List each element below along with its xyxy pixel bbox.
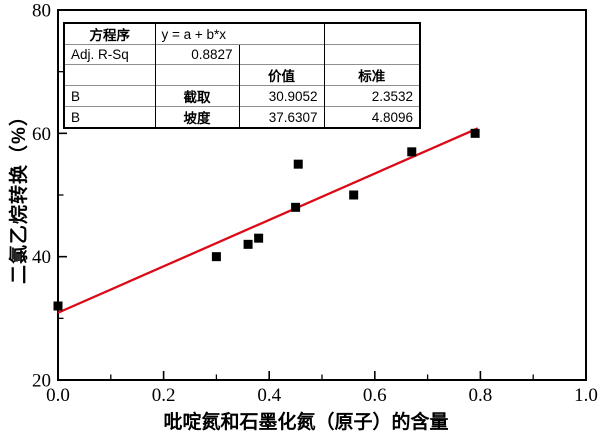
regression-table-row: 方程序 y = a + b*x [64, 23, 420, 45]
y-tick-label: 40 [32, 247, 51, 268]
x-tick-label: 0.6 [363, 385, 387, 406]
regression-table-cell [238, 44, 324, 65]
regression-table-cell: 4.8096 [323, 106, 420, 128]
scatter-point [293, 159, 303, 169]
regression-stats-body: 方程序 y = a + b*x Adj. R-Sq 0.8827 价值 标准 B 截取 30.9… [64, 23, 420, 128]
regression-table-cell: 37.6307 [238, 106, 324, 128]
regression-table-cell: 30.9052 [238, 85, 324, 107]
regression-table-row: 价值 标准 [64, 64, 420, 86]
x-tick-label: 1.0 [574, 385, 598, 406]
regression-table-cell [323, 23, 420, 45]
regression-table-cell [64, 64, 155, 86]
regression-table-cell: 2.3532 [323, 85, 420, 107]
regression-stats-table: 方程序 y = a + b*x Adj. R-Sq 0.8827 价值 标准 B 截取 30.9… [63, 22, 421, 129]
fit-line [57, 127, 479, 314]
regression-table-cell: 坡度 [154, 106, 239, 128]
scatter-point [349, 190, 359, 200]
x-tick-label: 0.0 [46, 385, 70, 406]
scatter-point [470, 128, 480, 138]
regression-table-cell: 截取 [154, 85, 239, 107]
x-axis-title: 吡啶氮和石墨化氮（原子）的含量 [163, 412, 449, 433]
plot-box [57, 9, 587, 381]
x-tick-label: 0.2 [152, 385, 176, 406]
scatter-point [407, 147, 417, 157]
regression-table-cell: B [64, 106, 155, 128]
y-tick-label: 20 [32, 371, 51, 392]
regression-table-cell: 标准 [323, 64, 420, 86]
scatter-point [254, 233, 264, 243]
regression-table-row: B 截取 30.9052 2.3532 [64, 85, 420, 107]
regression-table-cell [323, 44, 420, 65]
regression-table-row: Adj. R-Sq 0.8827 [64, 44, 420, 65]
regression-table-cell: B [64, 85, 155, 107]
scatter-point [291, 202, 301, 212]
scatter-point [211, 252, 221, 262]
y-tick-label: 80 [32, 1, 51, 22]
regression-table-cell [154, 64, 239, 86]
regression-table-cell: y = a + b*x [154, 23, 324, 45]
regression-table-cell: Adj. R-Sq [64, 44, 155, 65]
scatter-point [243, 239, 253, 249]
y-tick-label: 60 [32, 124, 51, 145]
scatter-point [53, 301, 63, 311]
regression-table-cell: 方程序 [89, 28, 131, 43]
regression-table-row: B 坡度 37.6307 4.8096 [64, 106, 420, 128]
y-axis-title: 二氯乙烷转换（%） [9, 106, 30, 284]
x-tick-label: 0.8 [469, 385, 493, 406]
regression-table-cell: 价值 [238, 64, 324, 86]
x-tick-label: 0.4 [257, 385, 281, 406]
regression-table-cell: 0.8827 [154, 44, 239, 65]
